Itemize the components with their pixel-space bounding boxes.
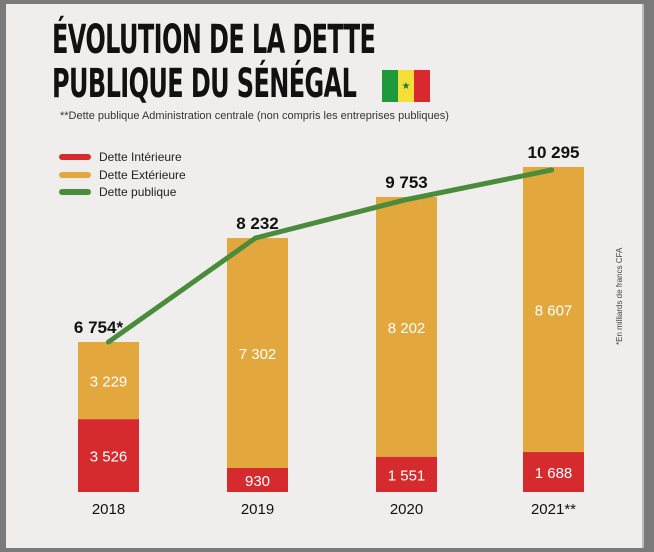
data-label-interieure: 1 551 bbox=[388, 467, 426, 484]
data-label-exterieure: 8 202 bbox=[388, 320, 426, 337]
line-point bbox=[253, 235, 258, 241]
legend-item-exterieure: Dette Extérieure bbox=[59, 168, 186, 182]
legend-swatch bbox=[59, 189, 91, 195]
chart-title: ÉVOLUTION DE LA DETTE PUBLIQUE DU SÉNÉGA… bbox=[52, 17, 376, 107]
line-point bbox=[402, 197, 407, 203]
bar-interieure bbox=[376, 456, 437, 492]
x-tick-label: 2020 bbox=[390, 501, 423, 518]
total-label: 6 754* bbox=[74, 318, 124, 337]
data-label-interieure: 1 688 bbox=[535, 465, 573, 482]
bar-interieure bbox=[523, 452, 584, 492]
total-label: 10 295 bbox=[528, 143, 580, 162]
line-point bbox=[106, 339, 111, 345]
total-label: 9 753 bbox=[385, 173, 428, 192]
legend-item-interieure: Dette Intérieure bbox=[59, 150, 182, 164]
legend-swatch bbox=[59, 172, 91, 178]
legend-label: Dette publique bbox=[99, 185, 177, 199]
bar-interieure bbox=[227, 468, 288, 492]
x-tick-label: 2019 bbox=[241, 501, 274, 518]
legend-label: Dette Extérieure bbox=[99, 168, 186, 182]
data-label-interieure: 930 bbox=[245, 473, 270, 490]
x-tick-label: 2018 bbox=[92, 501, 125, 518]
data-label-exterieure: 8 607 bbox=[535, 303, 573, 320]
chart-subtitle: **Dette publique Administration centrale… bbox=[60, 110, 449, 122]
legend-swatch bbox=[59, 154, 91, 160]
x-tick-label: 2021** bbox=[531, 501, 576, 518]
bar-exterieure bbox=[227, 238, 288, 468]
data-label-interieure: 3 526 bbox=[90, 449, 128, 466]
line-point bbox=[549, 167, 554, 173]
data-label-exterieure: 7 302 bbox=[239, 346, 277, 363]
legend-label: Dette Intérieure bbox=[99, 150, 182, 164]
bar-exterieure bbox=[523, 167, 584, 453]
data-label-exterieure: 3 229 bbox=[90, 374, 128, 391]
senegal-flag-icon: ★ bbox=[382, 70, 430, 102]
line-dette-publique bbox=[106, 167, 554, 345]
bar-interieure bbox=[78, 419, 139, 492]
bar-exterieure bbox=[78, 342, 139, 420]
bar-exterieure bbox=[376, 197, 437, 457]
legend-item-publique: Dette publique bbox=[59, 185, 176, 199]
total-label: 8 232 bbox=[236, 214, 279, 233]
